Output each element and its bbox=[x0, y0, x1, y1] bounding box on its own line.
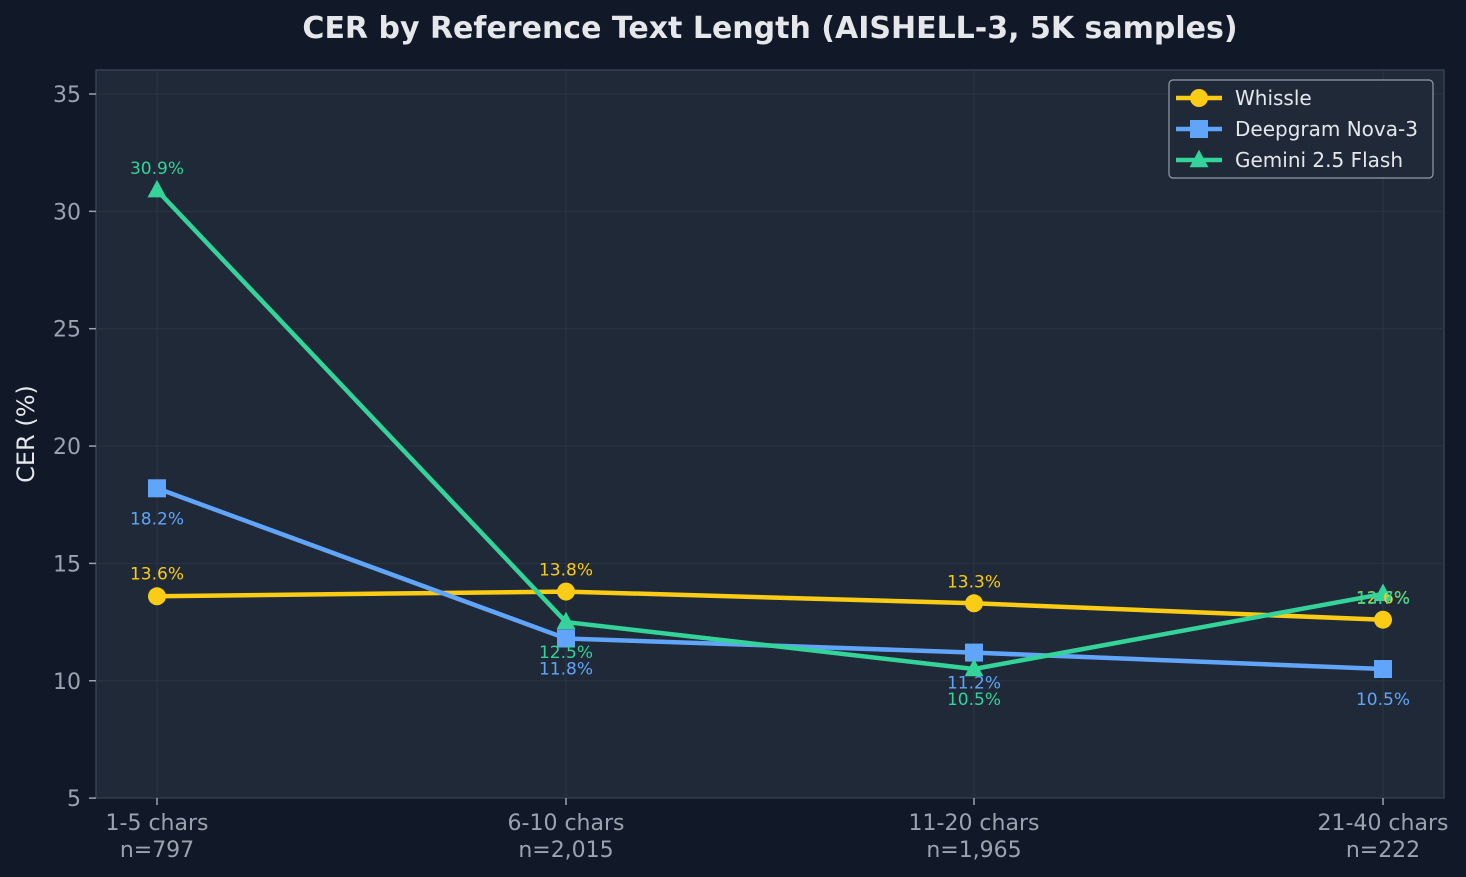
y-axis-label: CER (%) bbox=[12, 385, 40, 483]
x-tick-label: 1-5 chars bbox=[106, 811, 209, 836]
data-label: 12.6% bbox=[1356, 589, 1410, 609]
legend-entry: Deepgram Nova-3 bbox=[1235, 117, 1418, 141]
x-tick-label: 11-20 chars bbox=[909, 811, 1040, 836]
data-label: 18.2% bbox=[130, 509, 184, 529]
x-tick-label: 21-40 chars bbox=[1318, 811, 1449, 836]
data-label: 11.8% bbox=[539, 660, 593, 680]
y-tick-label: 10 bbox=[53, 670, 81, 695]
legend-entry: Whissle bbox=[1235, 86, 1312, 110]
data-label: 12.5% bbox=[539, 643, 593, 663]
y-tick-label: 35 bbox=[53, 83, 81, 108]
y-tick-label: 30 bbox=[53, 200, 81, 225]
y-tick-label: 25 bbox=[53, 318, 81, 343]
y-tick-label: 20 bbox=[53, 435, 81, 460]
data-label: 13.6% bbox=[130, 564, 184, 584]
chart-title: CER by Reference Text Length (AISHELL-3,… bbox=[302, 11, 1237, 46]
data-label: 13.8% bbox=[539, 561, 593, 581]
data-labels: 13.6% 13.8%13.3%12.6%18.2%11.8%11.2%10.5%… bbox=[130, 159, 1410, 710]
data-label: 30.9% bbox=[130, 159, 184, 179]
x-tick-count: n=2,015 bbox=[518, 838, 613, 863]
series-lines bbox=[147, 179, 1393, 679]
data-label: 10.5% bbox=[947, 690, 1001, 710]
plot-area bbox=[95, 69, 1445, 799]
y-tick-label: 5 bbox=[67, 787, 81, 812]
series-line-2 bbox=[155, 188, 1384, 672]
legend: Whissle Deepgram Nova-3 Gemini 2.5 Flash bbox=[1168, 79, 1434, 179]
y-tick-label: 15 bbox=[53, 552, 81, 577]
data-label: 13.7% bbox=[1356, 589, 1410, 609]
legend-entry: Gemini 2.5 Flash bbox=[1235, 148, 1403, 172]
grid-lines bbox=[96, 70, 1444, 799]
x-tick-count: n=797 bbox=[120, 838, 194, 863]
x-tick-count: n=1,965 bbox=[926, 838, 1021, 863]
x-tick-count: n=222 bbox=[1346, 838, 1420, 863]
data-label: 13.3% bbox=[947, 572, 1001, 592]
series-line-0 bbox=[156, 589, 1384, 622]
data-label: 11.2% bbox=[947, 674, 1001, 694]
data-label: 10.5% bbox=[1356, 690, 1410, 710]
x-tick-label: 6-10 chars bbox=[508, 811, 625, 836]
y-axis: 5 10 15 20 25 30 35 bbox=[53, 83, 96, 812]
